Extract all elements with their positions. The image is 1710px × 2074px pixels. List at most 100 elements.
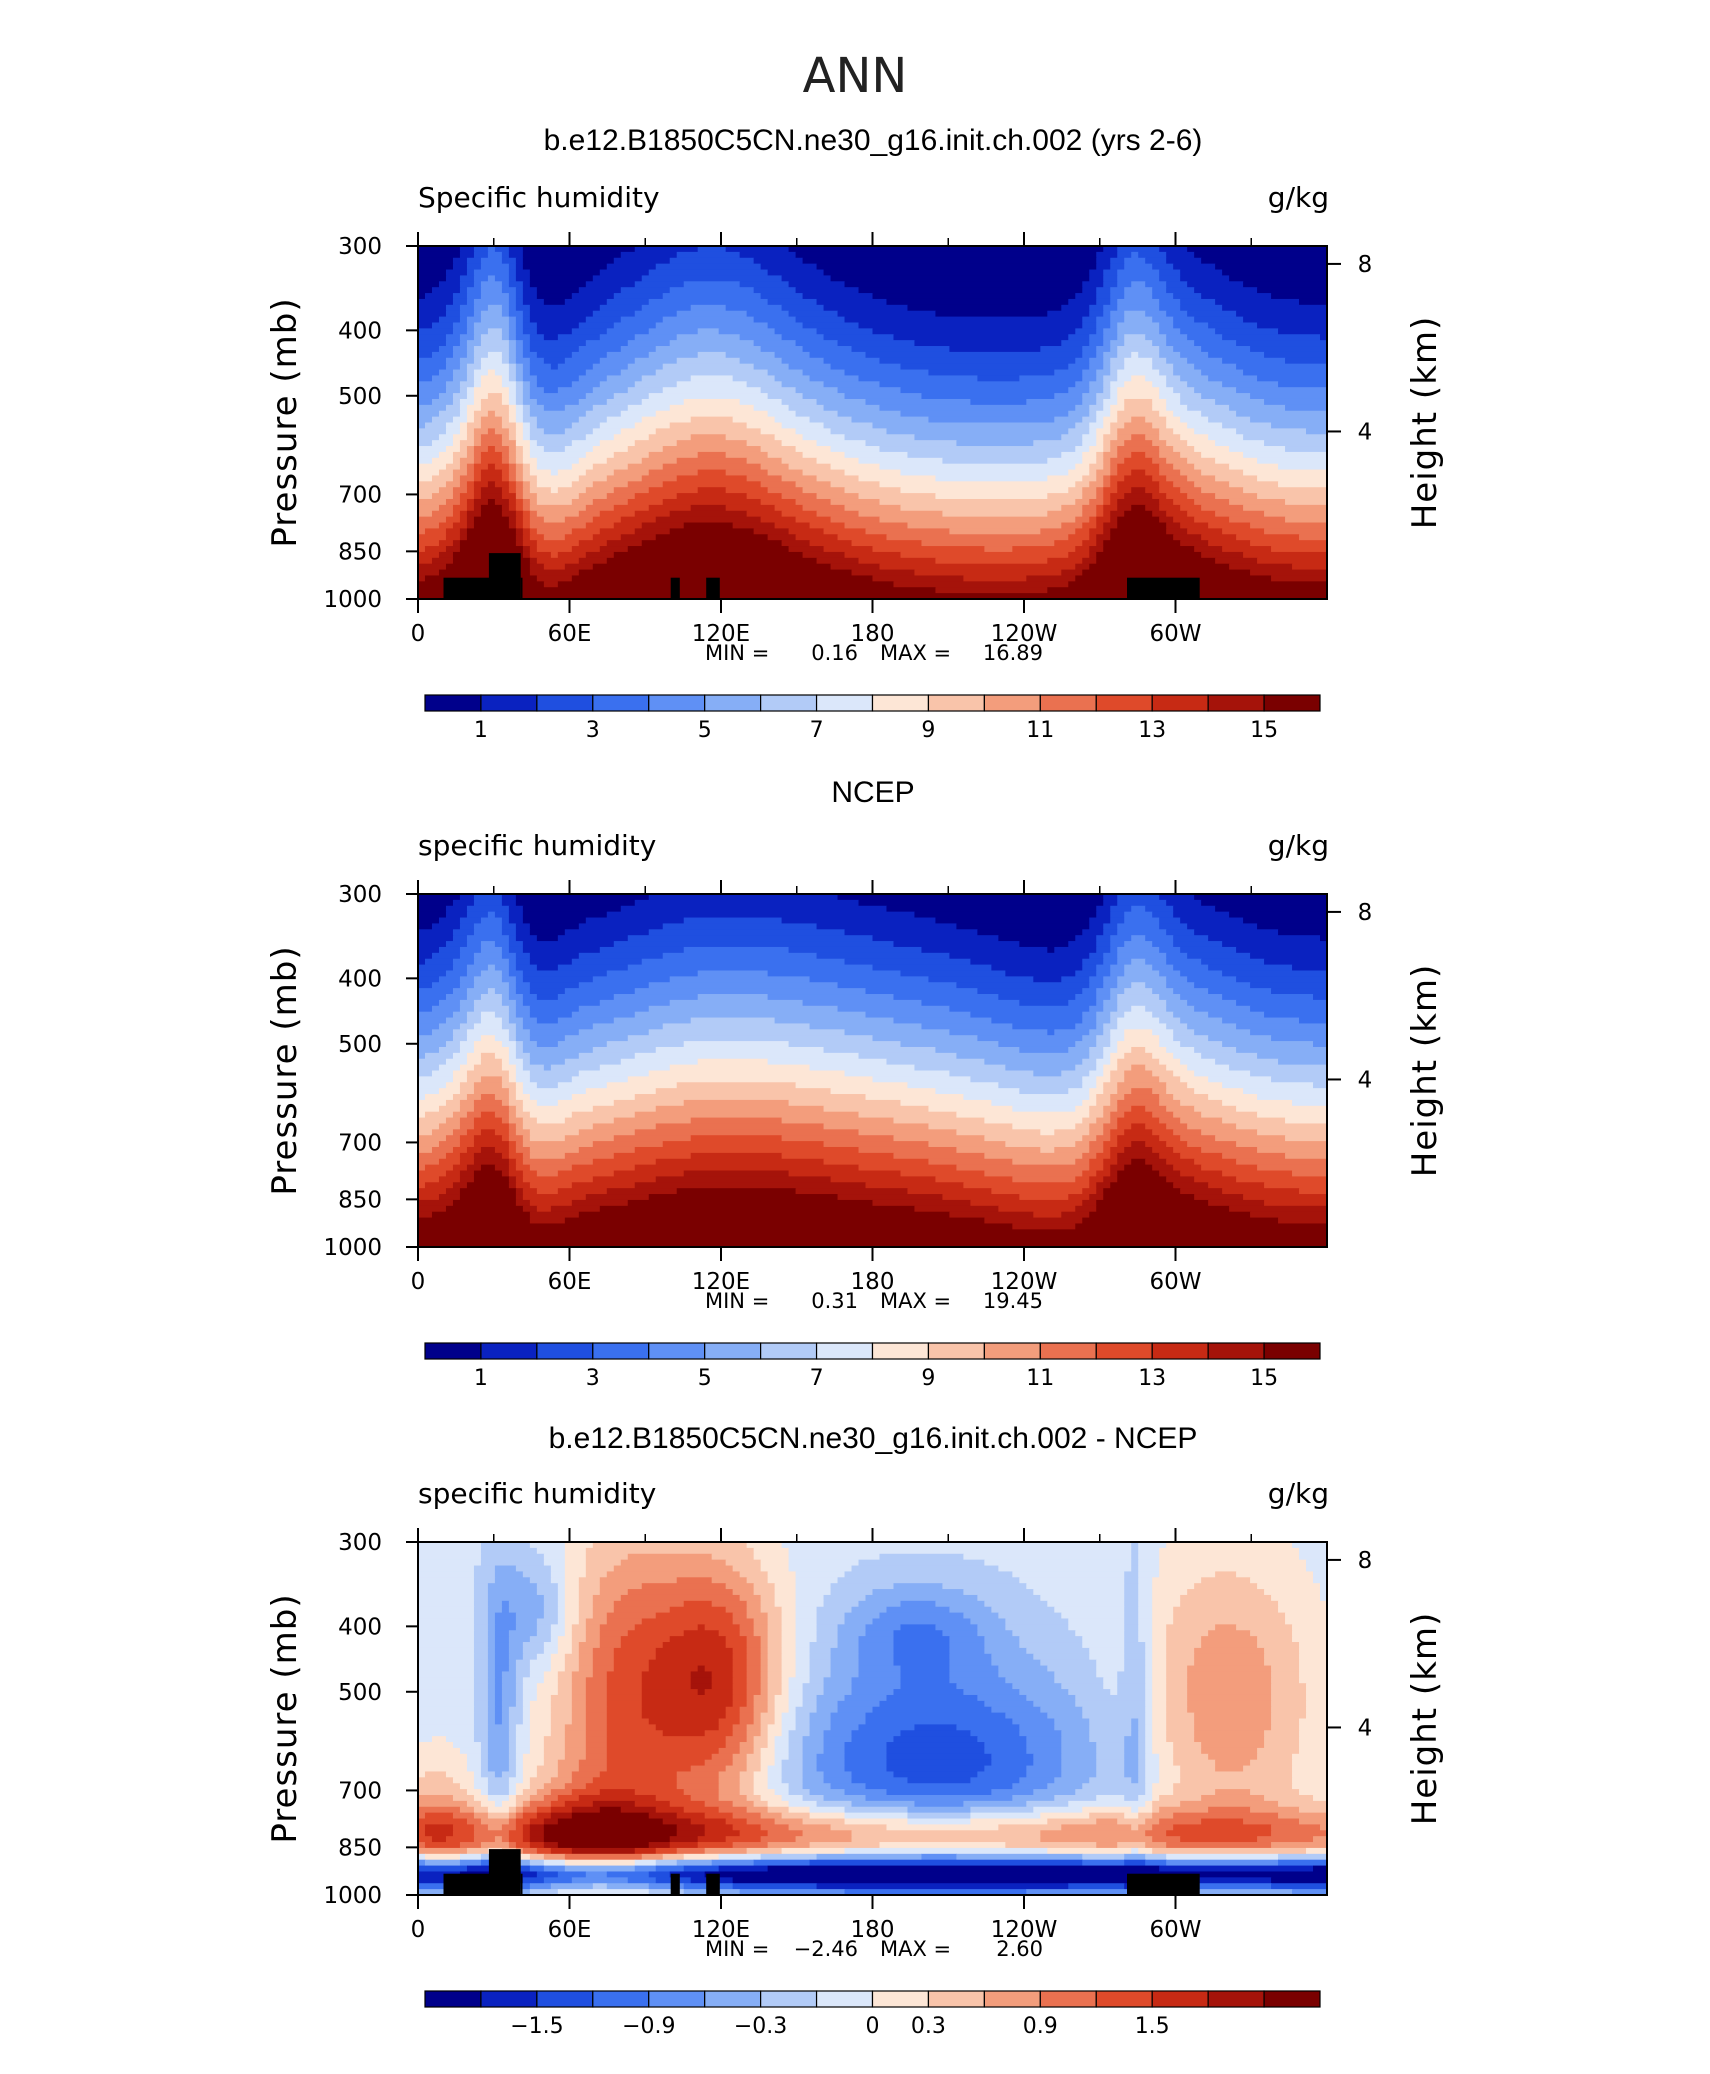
heatmap-cell (620, 1559, 727, 1567)
heatmap-cell (634, 899, 860, 907)
heatmap-cell (1082, 1152, 1097, 1160)
heatmap-cell (970, 1199, 1083, 1207)
heatmap-cell (1152, 1164, 1174, 1172)
heatmap-cell (1005, 1624, 1069, 1631)
heatmap-cell (1061, 1612, 1125, 1620)
colorbar-label: 0 (866, 2014, 880, 2039)
heatmap-cell (1110, 1689, 1118, 1696)
colorbar-label: 11 (1026, 1366, 1054, 1391)
heatmap-cell (1194, 251, 1327, 259)
heatmap-cell (991, 1653, 1034, 1661)
heatmap-cell (1089, 1105, 1104, 1113)
heatmap-cell (480, 1789, 489, 1796)
heatmap-cell (1096, 263, 1111, 271)
heatmap-cell (473, 334, 482, 341)
heatmap-cell (865, 1094, 964, 1101)
heatmap-cell (816, 398, 867, 406)
heatmap-cell (1166, 1677, 1188, 1684)
heatmap-cell (501, 351, 510, 359)
heatmap-cell (480, 1842, 510, 1849)
heatmap-cell (732, 1677, 748, 1684)
heatmap-cell (501, 422, 517, 429)
heatmap-cell (1250, 1211, 1327, 1219)
colorbar-swatch (1039, 1990, 1097, 2008)
heatmap-cell (1180, 1041, 1223, 1048)
heatmap-cell (508, 463, 517, 471)
heatmap-cell (418, 1853, 426, 1861)
heatmap-cell (529, 929, 566, 936)
heatmap-cell (578, 1129, 636, 1136)
heatmap-cell (795, 387, 839, 394)
heatmap-cell (1152, 440, 1167, 447)
heatmap-cell (508, 498, 517, 506)
heatmap-cell (487, 246, 496, 253)
heatmap-cell (585, 1565, 615, 1573)
heatmap-cell (1110, 481, 1118, 488)
heatmap-cell (1236, 1123, 1327, 1130)
heatmap-cell (739, 398, 783, 406)
heatmap-cell (494, 988, 510, 995)
heatmap-cell (823, 1683, 853, 1690)
heatmap-cell (655, 1046, 825, 1054)
heatmap-cell (1075, 1223, 1327, 1230)
heatmap-cell (1096, 911, 1111, 919)
heatmap-cell (690, 1765, 727, 1773)
heatmap-cell (1110, 381, 1125, 388)
heatmap-cell (1152, 363, 1174, 371)
heatmap-cell (830, 1783, 867, 1790)
heatmap-cell (445, 534, 461, 541)
heatmap-cell (606, 1677, 643, 1684)
heatmap-cell (564, 1612, 580, 1620)
heatmap-cell (459, 493, 475, 500)
y2-axis-title: Height (km) (1405, 964, 1445, 1178)
heatmap-cell (1201, 1742, 1265, 1749)
heatmap-cell (536, 575, 573, 582)
heatmap-cell (452, 1070, 468, 1077)
heatmap-cell (1264, 1647, 1300, 1655)
heatmap-cell (1061, 1771, 1097, 1778)
heatmap-cell (1222, 1041, 1314, 1048)
heatmap-cell (452, 1830, 475, 1837)
heatmap-cell (536, 1099, 559, 1107)
heatmap-cell (606, 1683, 643, 1690)
heatmap-cell (529, 469, 552, 477)
heatmap-cell (1096, 1747, 1125, 1755)
max-value: 2.60 (996, 1937, 1043, 1961)
heatmap-cell (886, 1742, 985, 1749)
heatmap-cell (928, 1105, 1013, 1113)
heatmap-cell (431, 398, 454, 406)
heatmap-cell (900, 551, 1069, 559)
heatmap-cell (515, 357, 531, 365)
heatmap-cell (746, 440, 783, 447)
heatmap-cell (1166, 493, 1188, 500)
heatmap-cell (418, 1241, 1327, 1247)
min-value: −2.46 (794, 1937, 858, 1961)
heatmap-cell (851, 1800, 916, 1808)
heatmap-cell (1187, 1064, 1230, 1072)
heatmap-cell (844, 469, 902, 477)
heatmap-cell (1131, 1806, 1139, 1814)
heatmap-cell (1194, 387, 1237, 394)
heatmap-cell (508, 410, 517, 418)
heatmap-cell (1152, 1070, 1174, 1077)
heatmap-cell (739, 334, 783, 341)
heatmap-cell (1173, 1052, 1202, 1060)
heatmap-cell (578, 1665, 594, 1673)
heatmap-cell (1243, 316, 1327, 324)
heatmap-cell (767, 1689, 783, 1696)
heatmap-cell (418, 952, 433, 960)
heatmap-cell (515, 469, 524, 477)
heatmap-cell (1159, 1818, 1202, 1825)
heatmap-cell (1124, 1029, 1153, 1036)
heatmap-cell (1236, 1571, 1314, 1578)
colorbar-swatch (592, 1342, 650, 1360)
heatmap-cell (606, 493, 636, 500)
heatmap-cell (1229, 404, 1286, 412)
heatmap-cell (494, 1659, 510, 1667)
heatmap-cell (418, 941, 447, 948)
heatmap-cell (1124, 398, 1153, 406)
heatmap-cell (1005, 1842, 1097, 1849)
heatmap-cell (1124, 970, 1160, 977)
heatmap-cell (655, 1088, 832, 1095)
heatmap-cell (452, 958, 475, 966)
